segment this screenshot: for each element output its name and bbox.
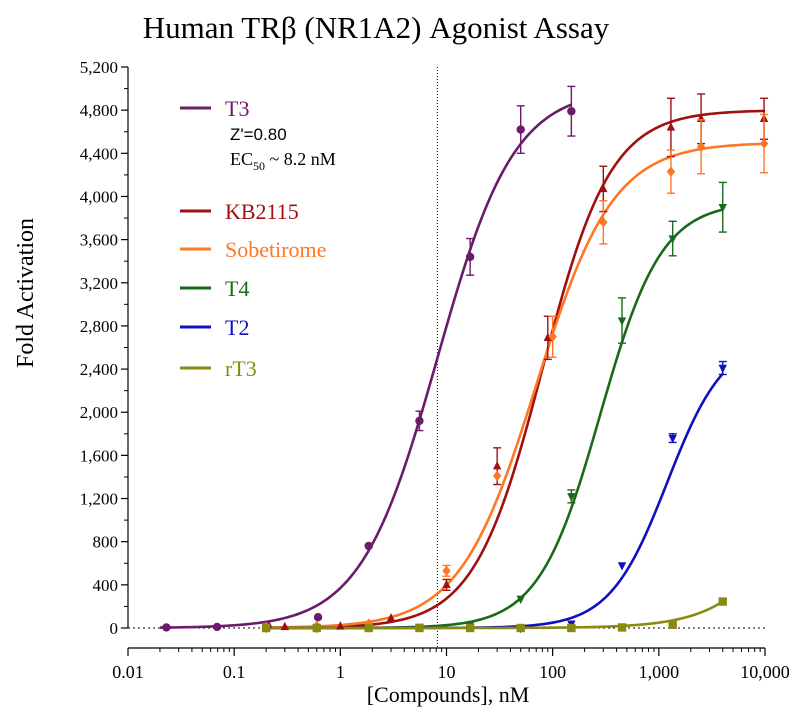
point-rt3 [312, 623, 321, 633]
legend-label-t3: T3 [225, 96, 249, 121]
point-sobetirome [364, 618, 373, 629]
legend-label-rt3: rT3 [225, 356, 257, 381]
fit-curve-sobetirome [266, 142, 766, 629]
point-rt3 [415, 623, 424, 633]
point-kb2115 [336, 621, 345, 630]
y-tick-label: 1,600 [80, 446, 118, 465]
y-tick-label: 800 [93, 533, 119, 552]
point-t3 [516, 125, 525, 134]
legend-label-sobetirome: Sobetirome [225, 237, 326, 262]
y-tick-label: 400 [93, 576, 119, 595]
point-kb2115 [386, 613, 396, 622]
fit-curve-t2 [266, 372, 724, 630]
axes: 0 400 800 1,200 1,600 2,000 2,400 2,800 3,200 3,6… [80, 58, 790, 682]
point-rt3 [617, 623, 627, 632]
y-tick-label: 0 [110, 619, 119, 638]
point-t3 [415, 416, 424, 426]
legend-label-kb2115: KB2115 [225, 199, 299, 224]
y-tick-label: 4,800 [80, 101, 118, 120]
ec50-subscript: 50 [253, 159, 265, 173]
point-t2 [617, 562, 627, 571]
point-rt3 [364, 623, 373, 633]
point-t3 [465, 252, 475, 262]
x-tick-label: 100 [539, 662, 566, 682]
point-kb2115 [599, 183, 608, 193]
point-sobetirome [759, 138, 769, 149]
point-sobetirome [696, 141, 706, 153]
t3-annotation: Z'=0.80 EC50 ~ 8.2 nM [230, 125, 336, 173]
point-kb2115 [666, 122, 676, 131]
point-rt3 [567, 623, 576, 633]
point-t3 [313, 613, 323, 622]
point-rt3 [668, 620, 677, 629]
data-points [162, 85, 769, 634]
legend-label-t2: T2 [225, 315, 249, 340]
x-tick-label: 1 [336, 662, 345, 682]
ec50-suffix: ~ 8.2 nM [265, 149, 336, 169]
y-tick-label: 3,200 [80, 274, 118, 293]
y-tick-label: 3,600 [80, 231, 118, 250]
zprime-annotation: Z'=0.80 [230, 125, 287, 144]
x-axis-label: [Compounds], nM [367, 682, 530, 707]
fit-curve-t3 [159, 103, 572, 629]
point-sobetirome [666, 166, 676, 177]
y-tick-label: 2,400 [80, 360, 118, 379]
y-tick-label: 2,000 [80, 403, 118, 422]
point-t2 [668, 434, 677, 444]
point-t4 [718, 204, 727, 213]
fit-curve-t4 [266, 208, 724, 630]
point-t3 [364, 541, 373, 551]
point-rt3 [465, 623, 475, 633]
x-tick-label: 0.01 [112, 662, 144, 682]
point-t4 [617, 317, 627, 326]
y-tick-label: 4,400 [80, 144, 118, 163]
legend: T3 KB2115 Sobetirome T4 T2 rT3 [180, 96, 326, 381]
x-tick-label: 1,000 [639, 662, 680, 682]
point-sobetirome [548, 331, 557, 342]
point-t3 [567, 107, 576, 116]
y-tick-label: 5,200 [80, 58, 118, 77]
point-sobetirome [442, 565, 451, 577]
ec50-prefix: EC [230, 149, 253, 169]
point-rt3 [516, 623, 525, 633]
x-tick-label: 10,000 [740, 662, 790, 682]
point-kb2115 [442, 579, 451, 589]
point-kb2115 [492, 460, 502, 470]
point-t3 [162, 623, 171, 632]
x-tick-label: 10 [438, 662, 456, 682]
y-axis-label: Fold Activation [13, 218, 39, 368]
point-t3 [212, 622, 222, 632]
point-t4 [516, 595, 525, 605]
point-t2 [718, 364, 727, 374]
point-kb2115 [543, 332, 553, 341]
point-kb2115 [280, 621, 290, 631]
point-rt3 [261, 623, 271, 633]
point-t4 [567, 493, 576, 502]
ec50-annotation: EC50 ~ 8.2 nM [230, 149, 336, 173]
fit-curve-kb2115 [266, 109, 766, 630]
y-tick-label: 2,800 [80, 317, 118, 336]
chart-title: Human TRβ (NR1A2) Agonist Assay [143, 10, 610, 45]
point-sobetirome [492, 470, 502, 482]
legend-label-t4: T4 [225, 276, 249, 301]
y-tick-label: 1,200 [80, 490, 118, 509]
x-tick-label: 0.1 [223, 662, 246, 682]
point-sobetirome [599, 217, 608, 228]
point-t4 [668, 235, 677, 244]
y-tick-label: 4,000 [80, 187, 118, 206]
point-rt3 [718, 597, 727, 606]
